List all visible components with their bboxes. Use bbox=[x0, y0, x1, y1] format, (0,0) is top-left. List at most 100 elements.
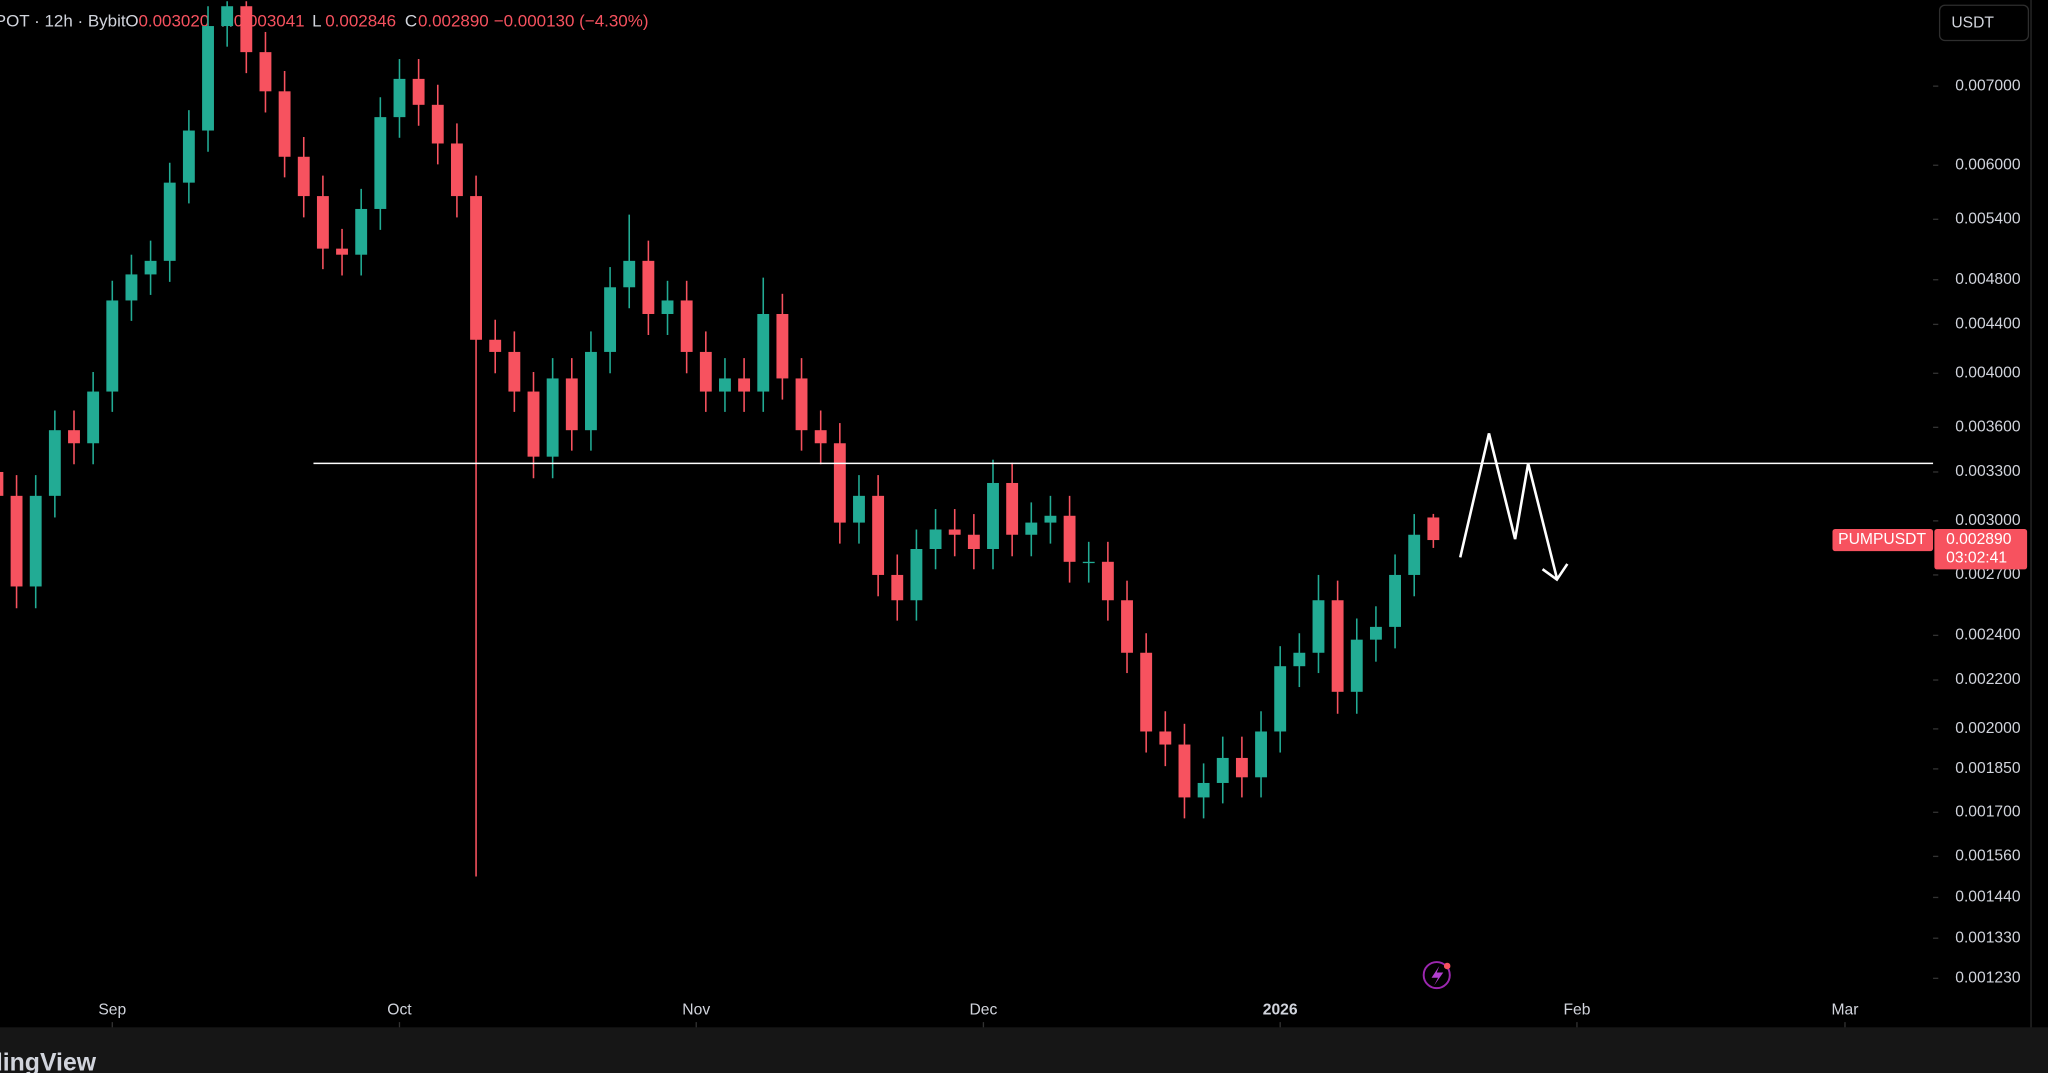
candle-body bbox=[604, 287, 617, 352]
candle-body bbox=[1369, 626, 1382, 640]
ohlc-key: O bbox=[125, 12, 138, 31]
y-tick-label: 0.002700 bbox=[1955, 566, 2021, 583]
y-tick-label: 0.002200 bbox=[1955, 671, 2021, 688]
symbol-tag bbox=[1832, 528, 1934, 552]
symbol-info: POT · 12h · Bybit bbox=[0, 12, 126, 31]
candle-body bbox=[489, 339, 502, 352]
candle-body bbox=[699, 351, 712, 392]
candle-body bbox=[814, 430, 827, 444]
currency-button[interactable] bbox=[1938, 4, 2030, 42]
change-value: −0.000130 (−4.30%) bbox=[494, 12, 649, 31]
price-tag bbox=[1934, 528, 2028, 570]
candle-body bbox=[738, 378, 751, 392]
candle-body bbox=[1312, 600, 1325, 653]
candle-body bbox=[355, 208, 368, 255]
zigzag-drawing bbox=[1458, 433, 1559, 579]
y-tick-label: 0.005400 bbox=[1955, 210, 2021, 227]
y-tick-label: 0.007000 bbox=[1955, 77, 2021, 94]
x-tick-label: Nov bbox=[682, 1001, 710, 1018]
candle-body bbox=[872, 495, 885, 575]
candle-body bbox=[987, 482, 999, 550]
candle-body bbox=[278, 91, 291, 157]
symbol-tag-label: PUMPUSDT bbox=[1838, 531, 1926, 548]
candle-body bbox=[163, 182, 176, 261]
candle-body bbox=[182, 130, 195, 183]
candle-body bbox=[546, 378, 559, 457]
candle-body bbox=[1427, 517, 1440, 541]
currency-label[interactable]: USDT bbox=[1951, 15, 1994, 32]
y-tick-label: 0.004000 bbox=[1955, 364, 2021, 381]
y-tick-label: 0.004400 bbox=[1955, 316, 2021, 333]
candle-body bbox=[1389, 574, 1401, 627]
lightning-bolt bbox=[1431, 965, 1444, 986]
y-tick-label: 0.001850 bbox=[1955, 760, 2021, 777]
y-tick-label: 0.002000 bbox=[1955, 720, 2021, 737]
candle-body bbox=[853, 495, 865, 523]
candle-body bbox=[910, 549, 923, 601]
price-tag-label: 0.002890 bbox=[1946, 531, 2012, 548]
ohlc-value: 0.002890 bbox=[418, 12, 489, 31]
candle-body bbox=[1255, 731, 1267, 778]
candle-body bbox=[393, 78, 406, 118]
y-tick-label: 0.003300 bbox=[1955, 463, 2021, 480]
candle-body bbox=[776, 313, 789, 379]
ohlc-key: C bbox=[405, 12, 417, 31]
arrow-head bbox=[1541, 563, 1569, 582]
candle-body bbox=[1159, 731, 1172, 745]
y-tick-label: 0.003600 bbox=[1955, 418, 2021, 435]
candle-body bbox=[1063, 515, 1076, 562]
lightning-icon[interactable] bbox=[1422, 961, 1451, 990]
candle-body bbox=[1197, 782, 1210, 798]
candle-body bbox=[144, 260, 157, 275]
candle-body bbox=[125, 274, 138, 301]
marks bbox=[0, 1, 1440, 877]
candle-body bbox=[1006, 482, 1019, 535]
candle-body bbox=[795, 378, 808, 431]
candle-body bbox=[259, 52, 272, 92]
candle-body bbox=[1331, 600, 1344, 692]
candle-body bbox=[1293, 652, 1306, 667]
y-tick-label: 0.001440 bbox=[1955, 889, 2021, 906]
candle-body bbox=[585, 351, 597, 431]
candle-body bbox=[1235, 757, 1248, 778]
candle-body bbox=[470, 196, 482, 340]
candle-body bbox=[1044, 515, 1057, 523]
candle-body bbox=[48, 430, 61, 496]
candle-body bbox=[221, 6, 234, 27]
candle-body bbox=[642, 260, 655, 314]
countdown-label: 03:02:41 bbox=[1946, 549, 2007, 566]
candle-body bbox=[1274, 666, 1287, 732]
candle-body bbox=[1121, 600, 1133, 653]
y-tick-label: 0.002400 bbox=[1955, 627, 2021, 644]
ohlc-value: 0.003020 bbox=[138, 12, 209, 31]
candle-body bbox=[891, 574, 904, 601]
candle-body bbox=[1350, 639, 1363, 692]
candle-body bbox=[240, 6, 253, 53]
candle-body bbox=[431, 104, 444, 144]
x-tick-label: Sep bbox=[98, 1001, 126, 1018]
y-tick-label: 0.001700 bbox=[1955, 803, 2021, 820]
candle-body bbox=[202, 26, 214, 131]
x-tick-label: Oct bbox=[387, 1001, 412, 1018]
candle-body bbox=[297, 156, 310, 197]
candle-body bbox=[412, 78, 425, 105]
candle-body bbox=[680, 300, 693, 352]
y-tick-label: 0.001230 bbox=[1955, 969, 2021, 986]
candle-body bbox=[1216, 757, 1229, 783]
candle-body bbox=[1140, 652, 1153, 732]
x-tick-label: 2026 bbox=[1263, 1001, 1298, 1018]
x-tick-label: Mar bbox=[1832, 1001, 1859, 1018]
candle-body bbox=[623, 260, 636, 288]
candle-body bbox=[1082, 561, 1095, 564]
candle-body bbox=[1408, 534, 1421, 575]
y-tick-label: 0.004800 bbox=[1955, 271, 2021, 288]
candle-body bbox=[661, 300, 674, 314]
bottom-bar bbox=[0, 1027, 2048, 1073]
candle-body bbox=[336, 248, 348, 255]
x-tick-label: Dec bbox=[970, 1001, 998, 1018]
candle-body bbox=[106, 300, 119, 392]
candle-body bbox=[374, 117, 387, 209]
candle-body bbox=[1178, 744, 1191, 798]
candle-body bbox=[316, 196, 329, 249]
